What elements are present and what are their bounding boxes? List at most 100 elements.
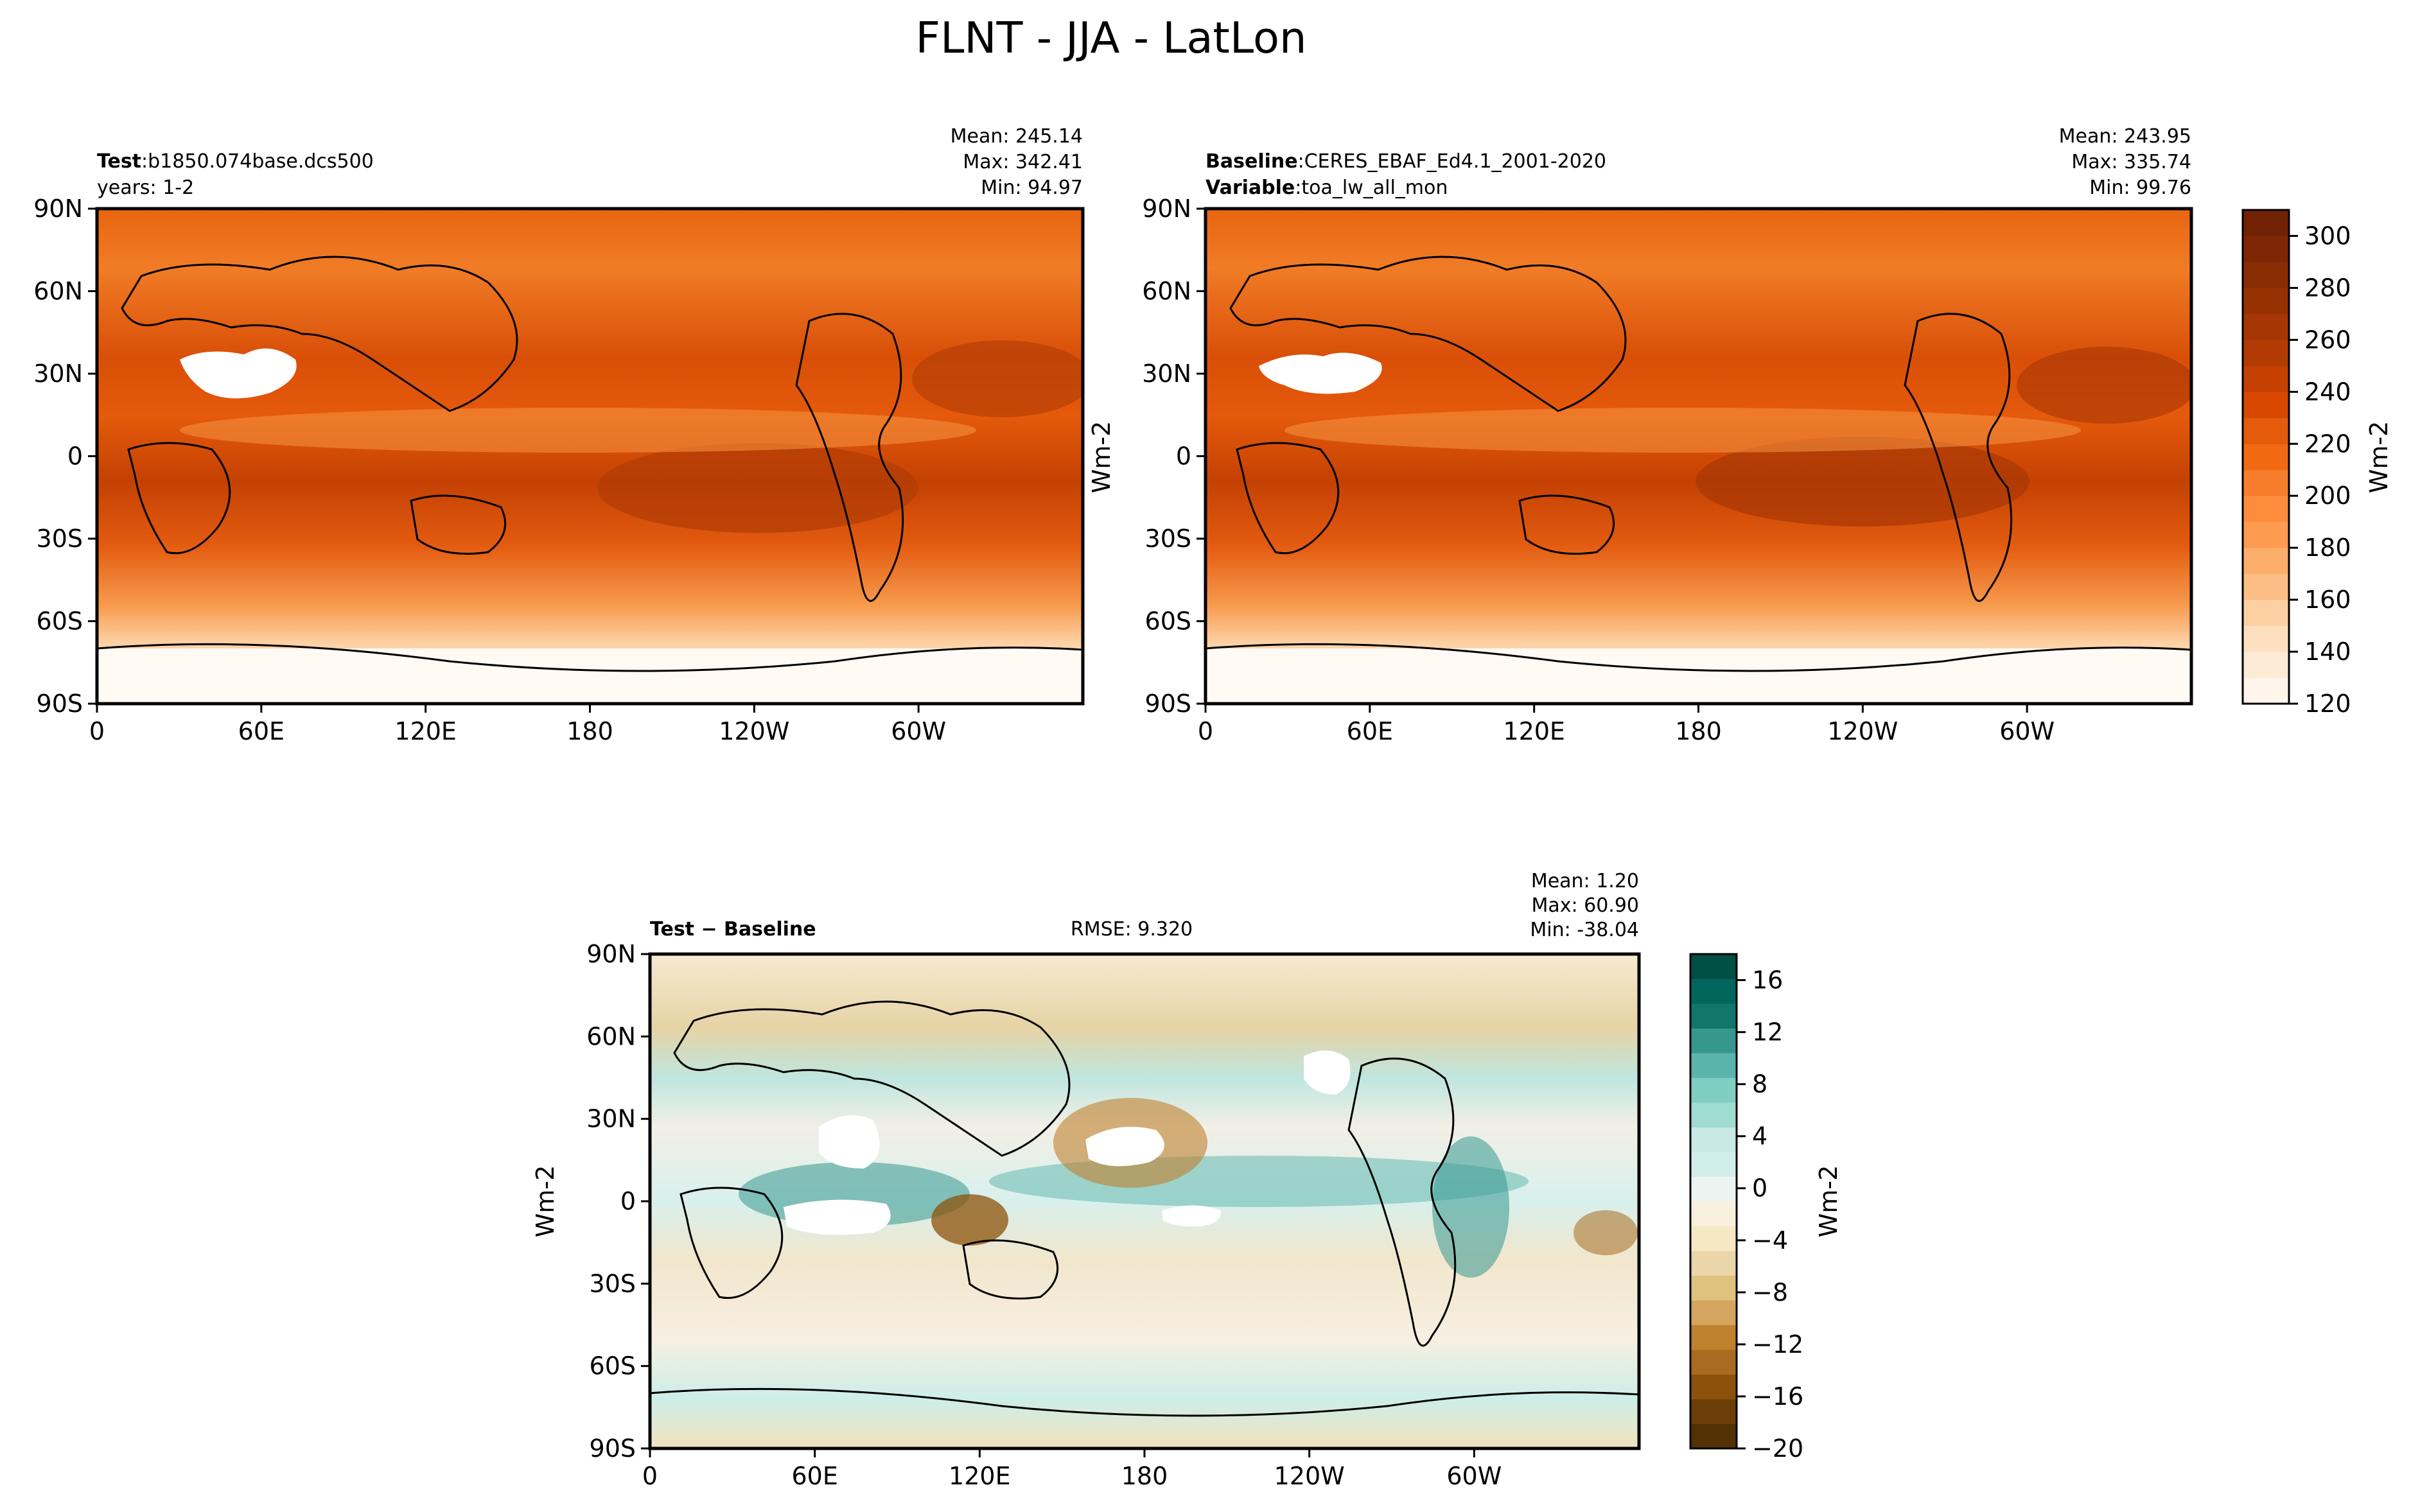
baseline-colorbar: 120 140 160 180 200 220 240 260 280 300 — [2243, 210, 2351, 718]
diff-white-patch-1 — [819, 1115, 880, 1169]
test-map-field — [97, 209, 1083, 704]
colorbar-tick-label: 4 — [1752, 1122, 1767, 1151]
y-tick-label: 90N — [33, 195, 83, 223]
y-tick-label: 60N — [1142, 277, 1191, 306]
colorbar-tick-label: 16 — [1752, 966, 1783, 995]
baseline-desert-white — [1259, 352, 1382, 394]
baseline-itcz-band — [1284, 408, 2081, 453]
test-stat-min: Min: 94.97 — [981, 177, 1083, 199]
y-tick-label: 0 — [1176, 442, 1191, 471]
x-tick-label: 120E — [394, 717, 457, 745]
colorbar-segment — [1690, 1028, 1737, 1054]
colorbar-segment — [2243, 236, 2289, 263]
colorbar-tick-label: 200 — [2304, 482, 2351, 510]
colorbar-segment — [2243, 417, 2289, 444]
colorbar-segment — [2243, 652, 2289, 679]
colorbar-segment — [1690, 1226, 1737, 1251]
colorbar-tick-label: 180 — [2304, 534, 2351, 562]
y-tick-label: 30N — [586, 1105, 636, 1133]
test-y-unit-label: Wm-2 — [1087, 421, 1116, 493]
colorbar-tick-label: 120 — [2304, 690, 2351, 718]
diff-colorbar-label: Wm-2 — [1814, 1165, 1843, 1237]
panel-difference: Test − Baseline RMSE: 9.320 Mean: 1.20 M… — [531, 870, 1843, 1490]
colorbar-tick-label: 280 — [2304, 274, 2351, 302]
colorbar-tick-label: −12 — [1752, 1330, 1803, 1359]
x-tick-label: 60W — [891, 717, 946, 745]
x-tick-label: 0 — [1198, 717, 1213, 745]
x-tick-label: 180 — [1121, 1462, 1168, 1490]
x-tick-label: 180 — [566, 717, 613, 745]
colorbar-segment — [1690, 1300, 1737, 1325]
baseline-coastlines — [1206, 256, 2191, 672]
baseline-atlantic-high — [2017, 347, 2191, 424]
colorbar-tick-label: 8 — [1752, 1070, 1767, 1099]
colorbar-tick-label: 140 — [2304, 638, 2351, 666]
x-tick-label: 120W — [719, 717, 789, 745]
colorbar-segment — [1690, 1127, 1737, 1152]
test-x-axis: 0 60E 120E 180 120W 60W — [89, 704, 946, 745]
x-tick-label: 60E — [1347, 717, 1393, 745]
x-tick-label: 0 — [89, 717, 105, 745]
baseline-colorbar-label: Wm-2 — [2365, 421, 2393, 493]
panel-test: Test:b1850.074base.dcs500 years: 1-2 Mea… — [33, 125, 1085, 745]
diff-coastlines — [650, 1000, 1639, 1417]
diff-rmse: RMSE: 9.320 — [1071, 918, 1193, 941]
colorbar-segment — [1690, 1374, 1737, 1400]
y-tick-label: 60S — [1145, 607, 1191, 636]
test-header-line2: years: 1-2 — [97, 177, 194, 199]
test-atlantic-high — [912, 340, 1083, 417]
diff-stat-mean: Mean: 1.20 — [1531, 870, 1639, 892]
diff-colorbar: 16 12 8 4 0 −4 −8 −12 −16 −20 — [1690, 954, 1803, 1463]
y-tick-label: 30S — [37, 525, 83, 553]
y-tick-label: 30N — [1142, 360, 1191, 388]
test-coastlines — [97, 256, 1083, 672]
y-tick-label: 90S — [590, 1434, 636, 1463]
test-y-axis: 90N 60N 30N 0 30S 60S 90S — [33, 195, 97, 718]
colorbar-segment — [2243, 288, 2289, 315]
y-tick-label: 90S — [37, 690, 83, 718]
colorbar-segment — [2243, 313, 2289, 340]
colorbar-segment — [1690, 1152, 1737, 1177]
x-tick-label: 120E — [1503, 717, 1565, 745]
colorbar-segment — [2243, 392, 2289, 419]
colorbar-segment — [1690, 1399, 1737, 1424]
test-antarctic-white — [97, 648, 1083, 704]
y-tick-label: 30N — [33, 360, 83, 388]
diff-stat-max: Max: 60.90 — [1531, 894, 1639, 917]
colorbar-tick-label: 0 — [1752, 1174, 1767, 1203]
colorbar-segment — [2243, 469, 2289, 496]
y-tick-label: 0 — [67, 442, 83, 471]
colorbar-segment — [1690, 1350, 1737, 1375]
test-warm-pool — [597, 443, 918, 533]
colorbar-segment — [2243, 365, 2289, 392]
test-stat-mean: Mean: 245.14 — [951, 125, 1083, 148]
colorbar-segment — [2243, 573, 2289, 600]
baseline-antarctic-white — [1206, 648, 2191, 704]
colorbar-tick-label: −8 — [1752, 1278, 1788, 1307]
colorbar-tick-label: −4 — [1752, 1226, 1788, 1255]
test-desert-white — [180, 348, 297, 399]
baseline-map-field — [1206, 209, 2191, 704]
test-itcz-band — [180, 408, 976, 453]
colorbar-segment — [2243, 600, 2289, 627]
baseline-stat-mean: Mean: 243.95 — [2059, 125, 2191, 148]
diff-y-axis: 90N 60N 30N 0 30S 60S 90S — [586, 940, 650, 1463]
diff-white-patch-2 — [1085, 1127, 1164, 1167]
colorbar-segment — [1690, 1201, 1737, 1226]
colorbar-tick-label: −20 — [1752, 1434, 1803, 1463]
diff-maritime-brown — [931, 1194, 1008, 1246]
diff-x-axis: 0 60E 120E 180 120W 60W — [642, 1448, 1502, 1490]
colorbar-tick-label: 12 — [1752, 1018, 1783, 1047]
colorbar-segment — [1690, 1102, 1737, 1127]
colorbar-segment — [1690, 1077, 1737, 1103]
y-tick-label: 90N — [1142, 195, 1191, 223]
colorbar-segment — [2243, 261, 2289, 288]
colorbar-tick-label: 160 — [2304, 586, 2351, 614]
x-tick-label: 120W — [1274, 1462, 1345, 1490]
colorbar-tick-label: −16 — [1752, 1382, 1803, 1411]
baseline-warm-pool — [1696, 437, 2030, 526]
colorbar-segment — [1690, 978, 1737, 1004]
colorbar-segment — [1690, 1275, 1737, 1301]
baseline-stat-min: Min: 99.76 — [2089, 177, 2191, 199]
